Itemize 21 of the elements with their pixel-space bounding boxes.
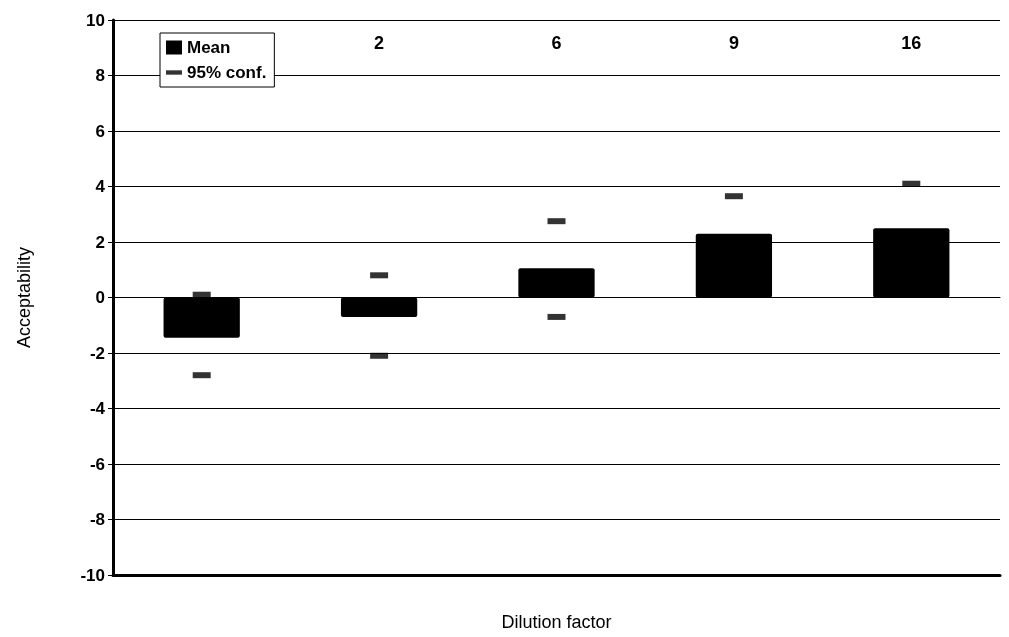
- y-axis-title: Acceptability: [14, 246, 34, 349]
- y-tick-label: 6: [95, 121, 105, 141]
- bar: [518, 268, 595, 298]
- y-tick-label: -4: [89, 399, 106, 418]
- y-tick-label: -10: [80, 565, 105, 585]
- y-tick-label: -8: [89, 510, 105, 529]
- x-tick-label: 9: [728, 33, 739, 53]
- x-tick-label: 6: [551, 33, 562, 53]
- legend-label: 95% conf.: [187, 63, 267, 82]
- y-tick-label: 4: [95, 177, 106, 196]
- x-tick-label: 16: [901, 33, 922, 53]
- y-tick-label: -6: [89, 454, 105, 474]
- x-tick-label: 2: [374, 33, 385, 53]
- y-tick-label: 0: [95, 288, 105, 307]
- bar: [340, 297, 418, 317]
- y-tick-label: 10: [86, 10, 105, 30]
- y-tick-label: 2: [95, 232, 105, 252]
- y-tick-label: 8: [95, 66, 105, 85]
- x-axis-title: Dilution factor: [501, 612, 612, 632]
- y-tick-label: -2: [89, 343, 105, 363]
- legend-label: Mean: [187, 38, 231, 57]
